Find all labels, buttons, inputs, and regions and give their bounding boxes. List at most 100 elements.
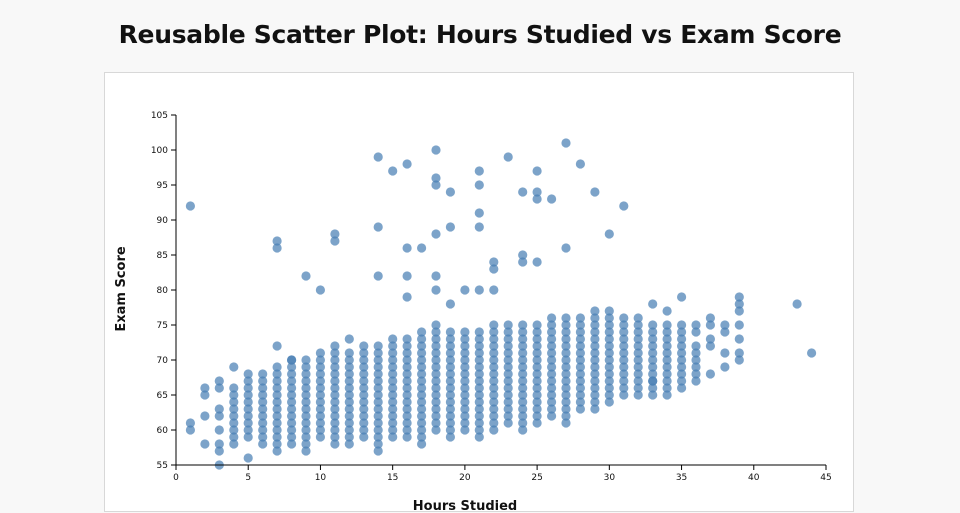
data-point <box>518 320 528 330</box>
data-point <box>402 432 412 442</box>
data-point <box>301 397 311 407</box>
data-point <box>474 383 484 393</box>
data-point <box>214 376 224 386</box>
data-point <box>532 194 542 204</box>
data-point <box>431 229 441 239</box>
y-axis-title: Exam Score <box>114 246 129 332</box>
data-point <box>445 383 455 393</box>
data-point <box>691 369 701 379</box>
data-point <box>518 355 528 365</box>
data-point <box>258 404 268 414</box>
data-point <box>604 306 614 316</box>
data-point <box>619 362 629 372</box>
data-point <box>402 341 412 351</box>
data-point <box>547 355 557 365</box>
data-point <box>373 341 383 351</box>
data-point <box>547 376 557 386</box>
data-point <box>633 341 643 351</box>
data-point <box>431 327 441 337</box>
data-point <box>662 362 672 372</box>
data-point <box>532 383 542 393</box>
data-point <box>315 369 325 379</box>
data-point <box>619 383 629 393</box>
data-point <box>243 404 253 414</box>
data-point <box>460 397 470 407</box>
y-tick-label: 55 <box>157 461 168 471</box>
data-point <box>402 404 412 414</box>
data-point <box>431 271 441 281</box>
data-point <box>402 411 412 421</box>
data-point <box>604 313 614 323</box>
data-point <box>590 376 600 386</box>
data-point <box>662 369 672 379</box>
data-point <box>677 376 687 386</box>
data-point <box>272 432 282 442</box>
data-point <box>691 341 701 351</box>
data-point <box>258 376 268 386</box>
data-point <box>489 264 499 274</box>
data-point <box>662 327 672 337</box>
data-point <box>677 292 687 302</box>
data-point <box>503 355 513 365</box>
data-point <box>388 390 398 400</box>
data-point <box>315 355 325 365</box>
data-point <box>330 369 340 379</box>
data-point <box>402 390 412 400</box>
data-point <box>619 355 629 365</box>
data-point <box>489 348 499 358</box>
data-point <box>301 362 311 372</box>
data-point <box>532 320 542 330</box>
data-point <box>590 187 600 197</box>
data-point <box>344 418 354 428</box>
data-point <box>532 369 542 379</box>
data-point <box>474 362 484 372</box>
data-point <box>359 425 369 435</box>
data-point <box>691 355 701 365</box>
data-point <box>315 418 325 428</box>
y-tick-label: 90 <box>157 216 169 226</box>
data-point <box>575 397 585 407</box>
data-point <box>287 369 297 379</box>
data-point <box>200 411 210 421</box>
data-point <box>200 383 210 393</box>
data-point <box>633 320 643 330</box>
data-point <box>561 369 571 379</box>
data-point <box>633 383 643 393</box>
data-point <box>315 411 325 421</box>
data-point <box>417 439 427 449</box>
data-point <box>301 432 311 442</box>
data-point <box>474 285 484 295</box>
data-point <box>417 404 427 414</box>
data-point <box>445 432 455 442</box>
x-tick-label: 30 <box>604 473 616 483</box>
data-point <box>229 418 239 428</box>
data-point <box>373 369 383 379</box>
data-point <box>575 376 585 386</box>
data-point <box>402 292 412 302</box>
data-point <box>489 411 499 421</box>
data-point <box>431 390 441 400</box>
data-point <box>417 383 427 393</box>
data-point <box>460 355 470 365</box>
data-point <box>388 411 398 421</box>
data-point <box>258 439 268 449</box>
data-point <box>301 355 311 365</box>
data-point <box>691 376 701 386</box>
data-point <box>561 313 571 323</box>
data-point <box>229 425 239 435</box>
data-point <box>633 362 643 372</box>
data-point <box>330 341 340 351</box>
data-point <box>604 334 614 344</box>
data-point <box>272 243 282 253</box>
data-point <box>590 369 600 379</box>
data-point <box>344 362 354 372</box>
data-point <box>489 341 499 351</box>
data-point <box>532 418 542 428</box>
data-point <box>330 425 340 435</box>
data-point <box>604 327 614 337</box>
data-point <box>402 334 412 344</box>
data-point <box>445 369 455 379</box>
data-point <box>547 362 557 372</box>
data-point <box>373 425 383 435</box>
data-point <box>431 397 441 407</box>
